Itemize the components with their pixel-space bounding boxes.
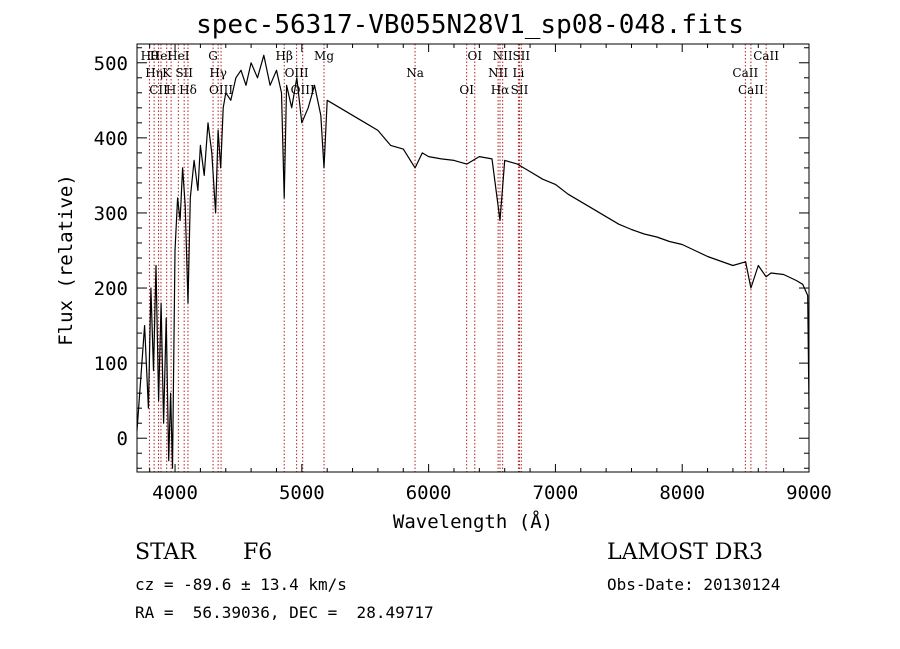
y-tick-label: 500 (94, 53, 128, 75)
line-marker-label: HeI (167, 49, 190, 63)
line-marker-label: NII (493, 49, 513, 63)
y-tick-label: 400 (94, 128, 128, 150)
line-marker-label: SII (512, 49, 530, 63)
x-axis-label: Wavelength (Å) (393, 510, 553, 533)
object-subclass: F6 (243, 540, 273, 565)
x-axis-ticks: 4000 5000 6000 7000 8000 9000 (149, 44, 832, 504)
line-marker-label: OI (467, 49, 482, 63)
y-axis-label: Flux (relative) (55, 174, 77, 346)
y-tick-label: 0 (117, 428, 128, 450)
x-tick-label: 4000 (152, 482, 198, 504)
line-marker-label: Hθ (141, 49, 159, 63)
redshift-text: cz = -89.6 ± 13.4 km/s (135, 575, 347, 594)
spectrum-line (136, 54, 810, 469)
line-marker-label: K (162, 66, 172, 80)
x-tick-label: 6000 (406, 482, 452, 504)
line-marker-label: Hβ (276, 49, 293, 63)
spectral-line-labels: HθHηCIIHeIKHHeISIIHδGHγOIIIHβOIIIOIIIMgN… (141, 49, 780, 97)
line-marker-label: G (208, 49, 218, 63)
line-marker-label: Hδ (179, 83, 197, 97)
line-marker-label: Hη (145, 66, 163, 80)
y-axis-ticks: 0 100 200 300 400 500 (94, 47, 809, 469)
survey-name: LAMOST DR3 (607, 540, 763, 565)
line-marker-label: OIII (209, 83, 233, 97)
x-tick-label: 8000 (659, 482, 705, 504)
line-marker-label: Hα (491, 83, 510, 97)
spectral-line-markers (148, 44, 767, 472)
x-tick-label: 9000 (786, 482, 832, 504)
line-marker-label: Hγ (209, 66, 227, 80)
plot-frame (136, 43, 810, 473)
line-marker-label: CaII (732, 66, 758, 80)
line-marker-label: OIII (291, 83, 315, 97)
line-marker-label: OIII (285, 66, 309, 80)
y-tick-label: 300 (94, 203, 128, 225)
object-class: STAR (135, 540, 196, 565)
x-tick-label: 7000 (533, 482, 579, 504)
x-tick-label: 5000 (279, 482, 325, 504)
coordinates: RA = 56.39036, DEC = 28.49717 (135, 603, 434, 622)
line-marker-label: Mg (314, 49, 334, 63)
line-marker-label: CaII (738, 83, 764, 97)
chart-title: spec-56317-VB055N28V1_sp08-048.fits (196, 10, 744, 40)
obs-date: Obs-Date: 20130124 (607, 575, 781, 594)
line-marker-label: Li (512, 66, 524, 80)
line-marker-label: CII (149, 83, 168, 97)
y-tick-label: 200 (94, 278, 128, 300)
spectrum-series (136, 54, 810, 469)
line-marker-label: SII (511, 83, 529, 97)
line-marker-label: HeI (150, 49, 173, 63)
line-marker-label: OI (459, 83, 474, 97)
line-marker-label: NII (488, 66, 508, 80)
y-tick-label: 100 (94, 353, 128, 375)
line-marker-label: SII (175, 66, 193, 80)
line-marker-label: CaII (753, 49, 779, 63)
line-marker-label: Na (406, 66, 424, 80)
line-marker-label: H (166, 83, 176, 97)
